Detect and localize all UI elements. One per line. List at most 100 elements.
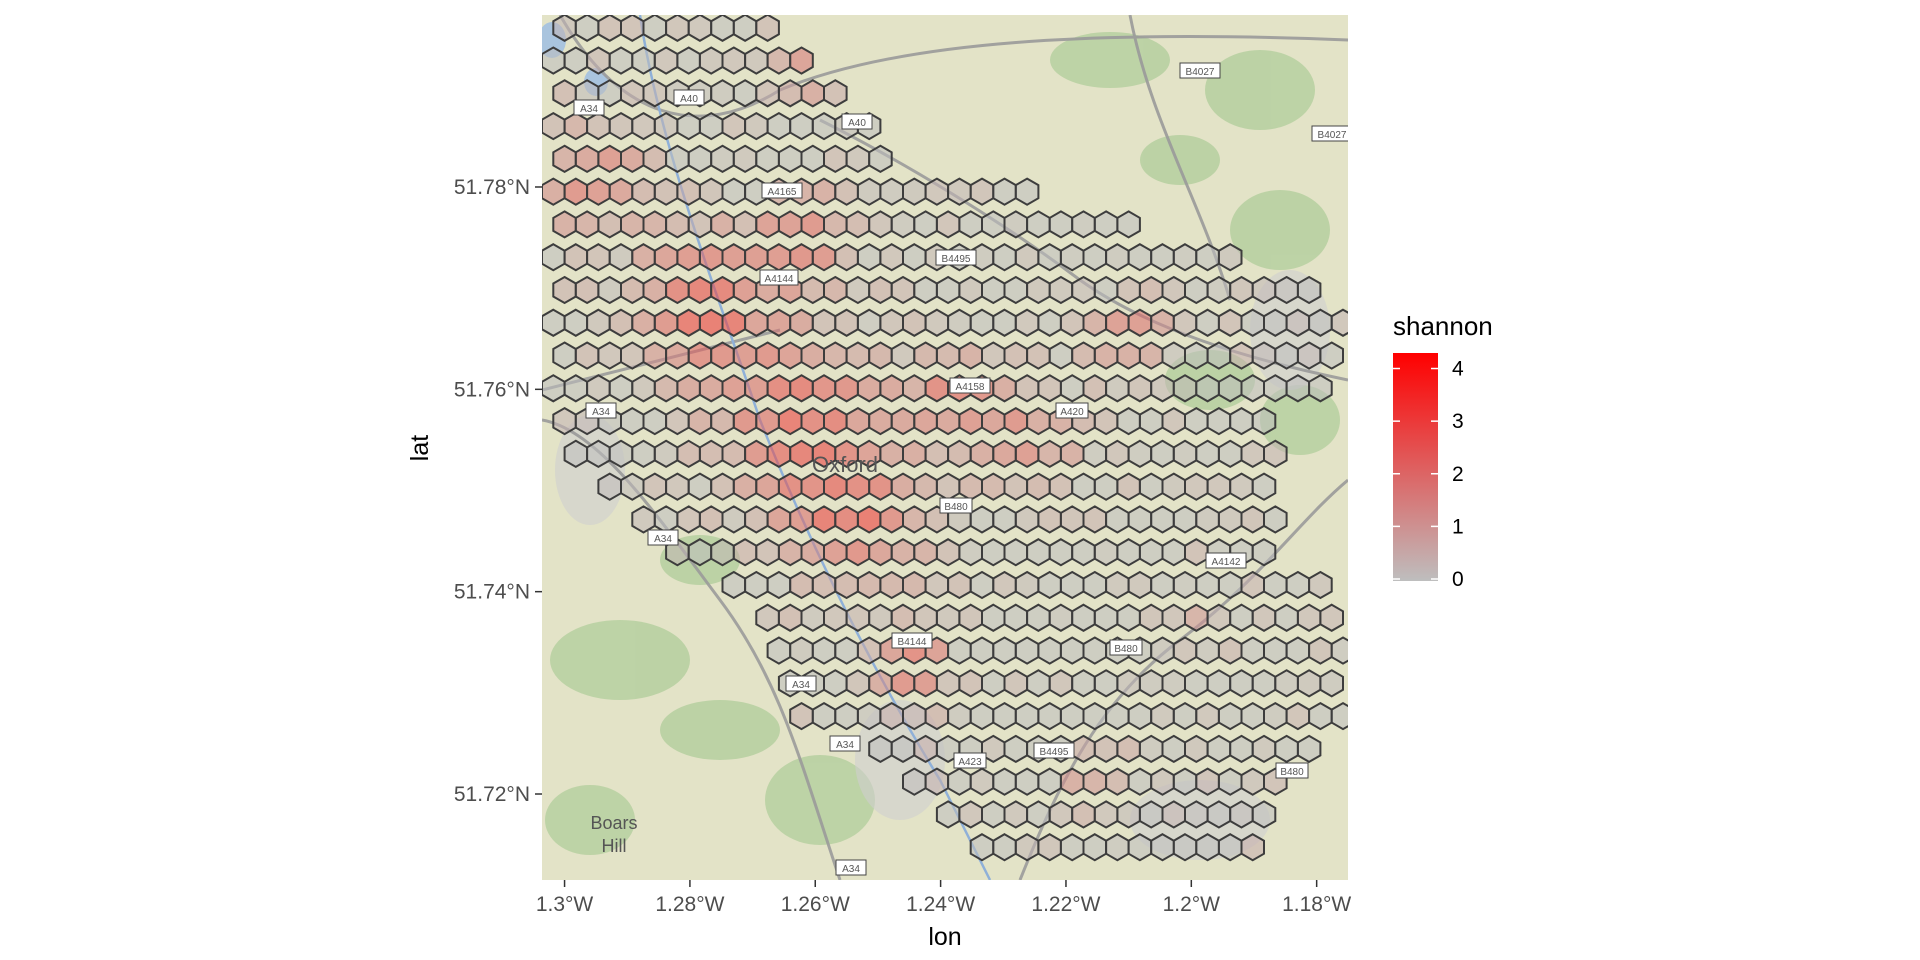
hex-cell xyxy=(1048,210,1074,239)
hex-cell xyxy=(913,669,938,698)
hex-cell xyxy=(1116,472,1141,501)
hex-cell xyxy=(1093,800,1119,829)
hex-cell xyxy=(732,275,758,305)
hex-cell xyxy=(1048,275,1074,305)
hex-cell xyxy=(969,177,995,206)
hex-cell xyxy=(868,472,893,501)
hex-cell xyxy=(1127,505,1153,534)
hex-cell xyxy=(1206,406,1232,436)
hex-cell xyxy=(823,669,848,698)
hex-cell xyxy=(642,15,668,42)
hex-cell xyxy=(687,341,713,370)
hex-cell xyxy=(924,308,950,337)
hex-cell xyxy=(563,177,589,206)
hex-cell xyxy=(1105,701,1130,731)
hex-cell xyxy=(642,144,668,174)
hex-cell xyxy=(823,210,848,239)
hex-cell xyxy=(698,243,724,272)
hex-cell xyxy=(1150,570,1175,600)
hex-cell xyxy=(1172,767,1198,796)
hex-cell xyxy=(1138,669,1164,698)
hex-cell xyxy=(642,275,668,305)
hex-cell xyxy=(586,439,611,469)
hex-cell xyxy=(913,210,938,239)
hex-cell xyxy=(1048,669,1074,698)
hex-cell xyxy=(868,603,893,632)
hex-cell xyxy=(958,275,983,305)
road-label-text: A4142 xyxy=(1212,557,1241,568)
hex-cell xyxy=(755,79,780,108)
hex-cell xyxy=(552,144,577,174)
hex-cell xyxy=(1263,570,1288,600)
hex-cell xyxy=(823,79,848,108)
hex-cell xyxy=(913,275,938,305)
hex-cell xyxy=(552,275,577,305)
hex-cell xyxy=(1263,439,1288,469)
hex-cell xyxy=(1240,439,1265,469)
hex-cell xyxy=(947,308,972,337)
hex-cell xyxy=(1195,505,1220,534)
hex-cell xyxy=(620,15,645,42)
hex-cell xyxy=(992,308,1017,337)
hex-cell xyxy=(1184,275,1209,305)
hex-cell xyxy=(879,374,904,403)
hex-cell xyxy=(1150,833,1175,862)
hex-cell xyxy=(823,275,848,305)
hex-cell xyxy=(845,472,871,501)
road-label-text: B4495 xyxy=(942,254,971,265)
hex-cell xyxy=(777,210,803,239)
road-labels: A34 A40 A40 A4165 A4144 B4495 A4158 A420… xyxy=(573,62,1348,876)
hex-cell xyxy=(845,669,871,698)
hex-cell xyxy=(642,79,668,108)
hex-cell xyxy=(1172,701,1198,731)
hex-cell xyxy=(586,243,611,272)
road-label-b480-3: B480 xyxy=(1275,762,1309,779)
road-label-text: A423 xyxy=(958,757,982,768)
hex-cell xyxy=(710,15,735,42)
hex-cell xyxy=(1274,669,1299,698)
road-label-text: B4495 xyxy=(1040,747,1069,758)
hex-cell xyxy=(586,111,611,141)
legend-title: shannon xyxy=(1393,311,1493,341)
hex-cell xyxy=(1240,636,1265,665)
hex-cell xyxy=(811,177,837,206)
hex-cell xyxy=(1082,636,1108,665)
hex-cell xyxy=(823,341,848,370)
hex-cell xyxy=(1105,570,1130,600)
legend-tick-label: 0 xyxy=(1452,568,1464,591)
hex-cell xyxy=(552,341,577,370)
hex-cell xyxy=(1003,406,1029,436)
hex-cell xyxy=(879,505,904,534)
road-label-text: A4165 xyxy=(768,187,797,198)
hex-cell xyxy=(721,374,747,403)
hex-cell xyxy=(766,308,792,337)
hex-cell xyxy=(834,374,859,403)
hex-cell xyxy=(1308,570,1333,600)
hex-cell xyxy=(947,570,972,600)
hex-cell xyxy=(935,341,961,370)
hex-cell xyxy=(642,341,668,370)
hex-cell xyxy=(1308,308,1333,337)
hex-cell xyxy=(981,210,1006,239)
hex-cell xyxy=(563,374,589,403)
hex-cell xyxy=(1172,833,1198,862)
hex-cell xyxy=(800,275,825,305)
hex-cell xyxy=(1217,374,1243,403)
hex-cell xyxy=(1206,603,1232,632)
hex-cell xyxy=(789,243,814,272)
hex-cell xyxy=(958,603,983,632)
road-label-text: A34 xyxy=(654,534,672,545)
hex-cell xyxy=(992,243,1017,272)
hex-cell xyxy=(1082,505,1108,534)
hex-cell xyxy=(902,570,927,600)
road-label-a4144: A4144 xyxy=(759,269,799,286)
hex-cell xyxy=(755,538,780,567)
hex-cell xyxy=(1003,800,1029,829)
hex-cell xyxy=(732,341,758,370)
hex-cell xyxy=(631,308,656,337)
hex-cell xyxy=(1319,669,1344,698)
hex-cell xyxy=(1161,669,1186,698)
hex-cell xyxy=(890,406,916,436)
hex-cell xyxy=(777,79,803,108)
hex-cell xyxy=(676,374,701,403)
